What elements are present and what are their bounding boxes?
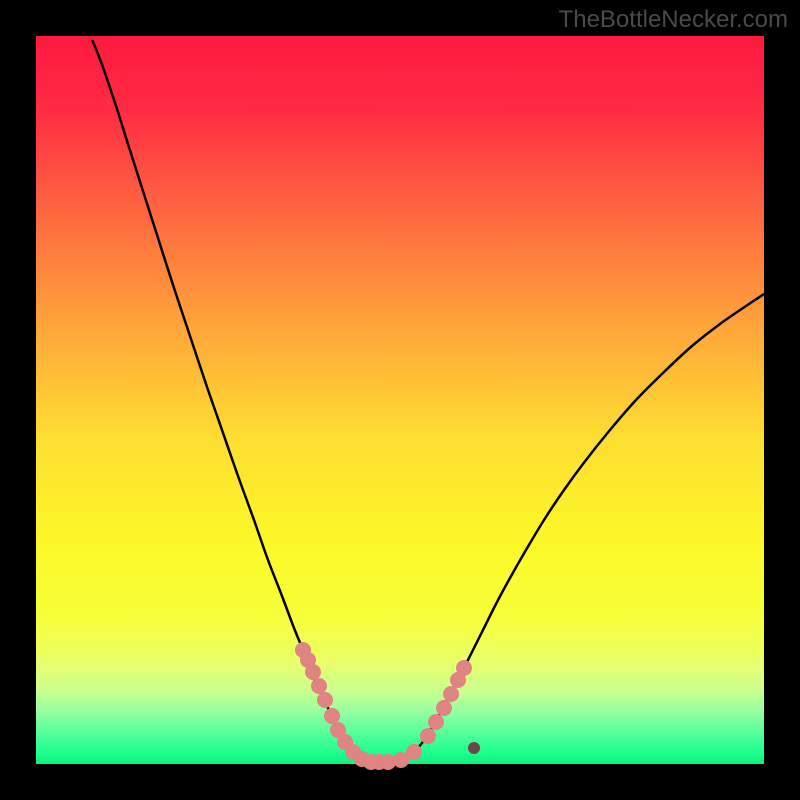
marker-group xyxy=(295,642,480,770)
marker-dot xyxy=(420,728,436,744)
marker-dot xyxy=(443,686,459,702)
plot-area xyxy=(36,36,764,764)
marker-dot xyxy=(456,660,472,676)
marker-dot xyxy=(317,692,333,708)
marker-dot xyxy=(311,678,327,694)
marker-dot xyxy=(436,700,452,716)
curves-layer xyxy=(36,36,764,764)
marker-dot xyxy=(305,664,321,680)
marker-dot xyxy=(324,708,340,724)
marker-dot xyxy=(393,752,409,768)
marker-dot xyxy=(428,714,444,730)
watermark: TheBottleNecker.com xyxy=(559,6,788,34)
bottleneck-curve-left xyxy=(92,40,388,762)
marker-dot xyxy=(468,742,480,754)
